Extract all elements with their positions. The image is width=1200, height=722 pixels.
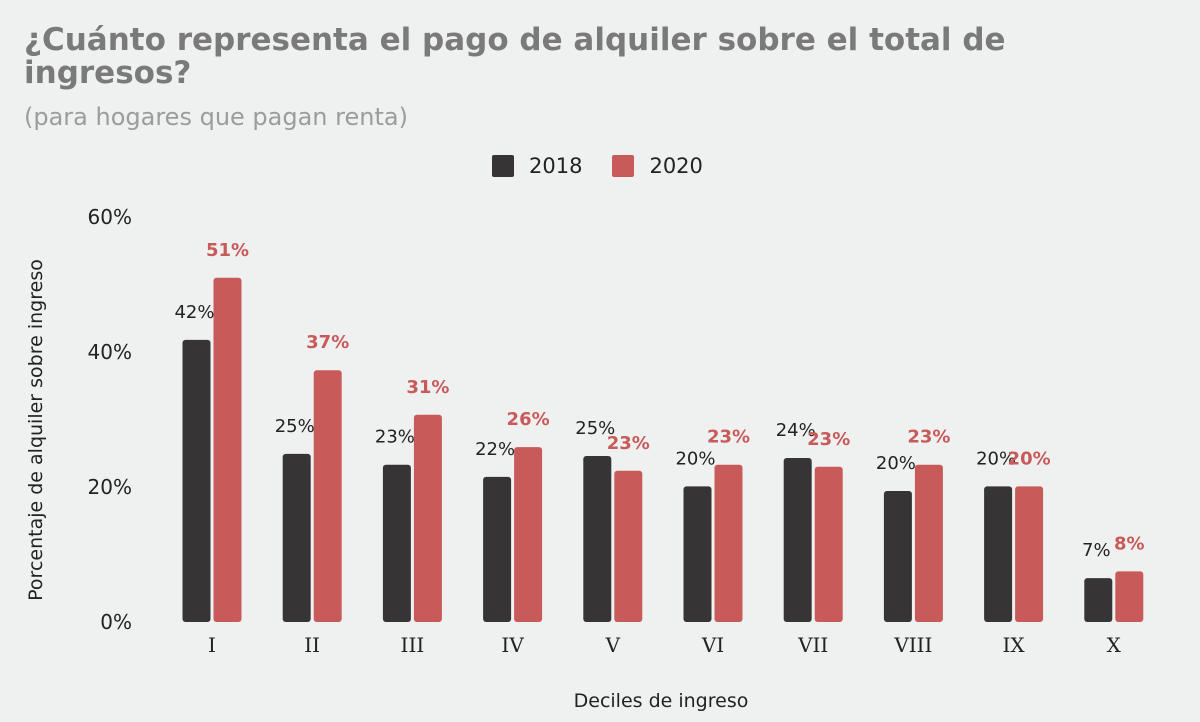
- data-label-2020-III: 31%: [406, 377, 449, 398]
- x-tick-label: V: [605, 633, 621, 657]
- bar-2018-X[interactable]: [1084, 578, 1113, 622]
- x-tick-label: IX: [1003, 633, 1026, 657]
- y-tick-label: 20%: [88, 475, 132, 499]
- data-label-2018-IX: 20%: [976, 448, 1016, 469]
- legend-item-2020[interactable]: 2020: [612, 154, 703, 178]
- legend-label-2020: 2020: [649, 154, 703, 178]
- y-tick-label: 40%: [88, 340, 132, 364]
- bar-2020-I[interactable]: [213, 277, 242, 622]
- x-tick-label: X: [1107, 633, 1122, 657]
- data-label-2018-V: 25%: [575, 418, 615, 439]
- data-label-2020-VIII: 23%: [907, 427, 950, 448]
- bar-2020-V[interactable]: [614, 470, 643, 622]
- data-label-2020-VI: 23%: [707, 427, 750, 448]
- data-label-2018-I: 42%: [174, 302, 214, 323]
- data-label-2018-III: 23%: [375, 427, 415, 448]
- data-label-2020-IX: 20%: [1008, 448, 1051, 469]
- y-tick-label: 0%: [100, 610, 132, 634]
- data-label-2020-X: 8%: [1114, 533, 1145, 554]
- data-label-2020-I: 51%: [206, 240, 249, 261]
- data-label-2020-IV: 26%: [507, 409, 550, 430]
- data-labels: 42%51%25%37%23%31%22%26% 25%23%20%23% 24%2…: [174, 240, 1144, 561]
- bar-2020-IX[interactable]: [1015, 486, 1044, 622]
- data-label-2020-VII: 23%: [807, 429, 850, 450]
- data-label-2018-VIII: 20%: [876, 453, 916, 474]
- bar-2018-VII[interactable]: [783, 457, 812, 622]
- bar-2020-VII[interactable]: [814, 466, 843, 622]
- data-label-2020-V: 23%: [607, 433, 650, 454]
- x-tick-label: I: [208, 633, 216, 657]
- x-tick-label: III: [401, 633, 425, 657]
- data-label-2018-X: 7%: [1082, 540, 1111, 561]
- chart-title: ¿Cuánto representa el pago de alquiler s…: [24, 22, 1006, 91]
- bar-2020-II[interactable]: [313, 370, 342, 622]
- data-label-2018-II: 25%: [275, 416, 315, 437]
- x-tick-label: IV: [501, 633, 524, 657]
- y-axis-title: Porcentaje de alquiler sobre ingreso: [25, 259, 47, 601]
- bar-2018-III[interactable]: [382, 464, 411, 622]
- chart-subtitle: (para hogares que pagan renta): [24, 103, 408, 131]
- x-tick-label: VIII: [893, 633, 932, 657]
- bar-2020-X[interactable]: [1115, 571, 1144, 622]
- data-label-2020-II: 37%: [306, 332, 349, 353]
- bar-2020-VIII[interactable]: [914, 464, 943, 622]
- data-label-2018-VII: 24%: [776, 420, 816, 441]
- legend-item-2018[interactable]: 2018: [492, 154, 582, 178]
- bar-2018-II[interactable]: [282, 453, 311, 622]
- x-axis: I II III IV V VI VII VIII IX X: [208, 633, 1122, 657]
- bar-2018-VIII[interactable]: [883, 491, 912, 622]
- bar-2018-I[interactable]: [182, 339, 211, 622]
- bars: [182, 277, 1144, 622]
- legend: 2018 2020: [492, 154, 733, 178]
- bar-2018-VI[interactable]: [683, 486, 712, 622]
- x-axis-title: Deciles de ingreso: [574, 690, 749, 712]
- bar-2018-IX[interactable]: [984, 486, 1013, 622]
- bar-2020-VI[interactable]: [714, 464, 743, 622]
- y-tick-label: 60%: [88, 205, 132, 229]
- legend-swatch-2020: [612, 155, 635, 177]
- x-tick-label: VI: [701, 633, 724, 657]
- x-tick-label: VII: [797, 633, 828, 657]
- legend-swatch-2018: [492, 155, 514, 177]
- x-tick-label: II: [304, 633, 320, 657]
- bar-2020-III[interactable]: [413, 414, 442, 622]
- bar-2020-IV[interactable]: [514, 447, 543, 622]
- data-label-2018-IV: 22%: [475, 439, 515, 460]
- bar-2018-IV[interactable]: [483, 476, 512, 622]
- y-axis: 0% 20% 40% 60%: [88, 205, 132, 634]
- legend-label-2018: 2018: [529, 154, 583, 178]
- data-label-2018-VI: 20%: [675, 448, 715, 469]
- bar-2018-V[interactable]: [583, 455, 612, 622]
